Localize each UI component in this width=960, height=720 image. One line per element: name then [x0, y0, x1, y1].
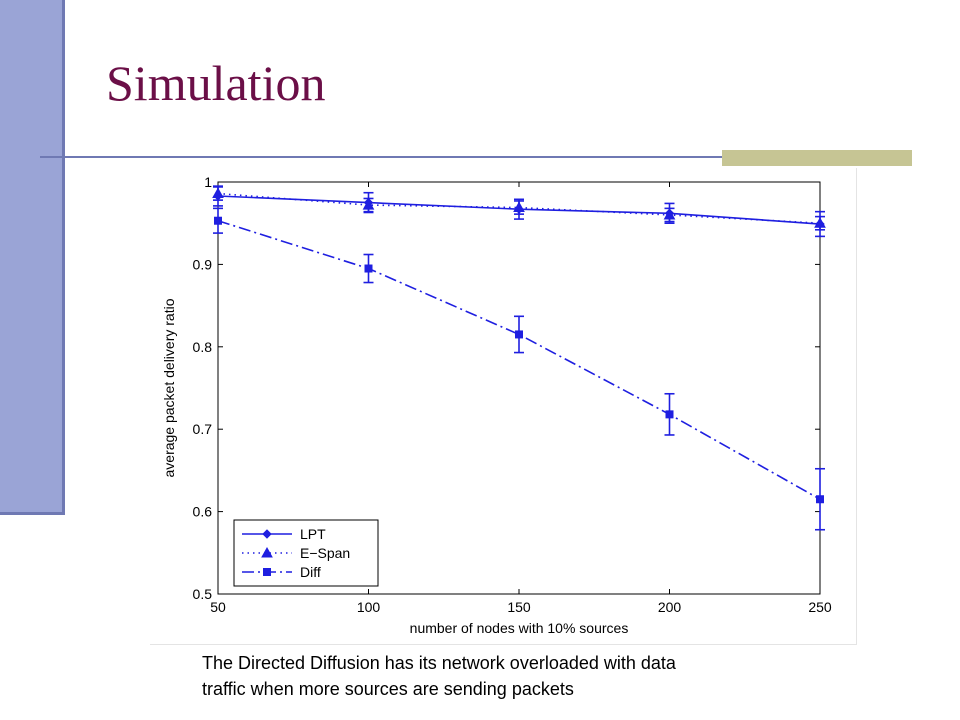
x-tick-label: 150 [507, 599, 531, 615]
legend-swatch-marker [261, 546, 273, 558]
x-tick-label: 100 [357, 599, 381, 615]
y-axis-label: average packet delivery ratio [161, 298, 177, 477]
data-point-2 [816, 495, 824, 504]
y-tick-label: 1 [204, 174, 212, 190]
data-point-1 [663, 208, 676, 220]
legend-label: Diff [300, 564, 321, 580]
y-tick-label: 0.8 [193, 339, 213, 355]
slide-title: Simulation [106, 55, 326, 111]
y-tick-label: 0.9 [193, 256, 213, 272]
accent-bar [722, 150, 912, 166]
y-tick-label: 0.7 [193, 421, 213, 437]
caption-line-1: The Directed Diffusion has its network o… [202, 653, 676, 673]
x-tick-label: 200 [658, 599, 682, 615]
caption-line-2: traffic when more sources are sending pa… [202, 679, 574, 699]
left-sidebar-bar [0, 0, 65, 515]
data-point-2 [364, 264, 373, 273]
slide-caption: The Directed Diffusion has its network o… [202, 650, 882, 702]
legend-swatch-marker [263, 568, 271, 576]
data-point-1 [814, 217, 826, 228]
line-chart: 50 100 150 200 250 0.5 0.6 0.7 0.8 0.9 1 number of … [161, 174, 832, 636]
legend-swatch-marker [262, 529, 272, 539]
legend-box [233, 519, 379, 587]
data-point-1 [513, 201, 525, 213]
legend-label: E−Span [300, 545, 350, 561]
data-point-2 [665, 410, 674, 419]
data-point-1 [362, 199, 375, 210]
legend-label: LPT [300, 526, 326, 542]
data-point-1 [212, 187, 224, 199]
data-point-2 [515, 330, 523, 339]
x-axis-label: number of nodes with 10% sources [410, 620, 629, 636]
data-point-2 [214, 216, 222, 225]
chart-frame: 50 100 150 200 250 0.5 0.6 0.7 0.8 0.9 1 number of … [150, 168, 857, 645]
y-tick-label: 0.6 [193, 504, 213, 520]
x-tick-label: 50 [210, 599, 226, 615]
series-line-2 [217, 219, 821, 500]
x-tick-label: 250 [808, 599, 832, 615]
title-divider [40, 156, 912, 158]
y-tick-label: 0.5 [193, 586, 213, 602]
